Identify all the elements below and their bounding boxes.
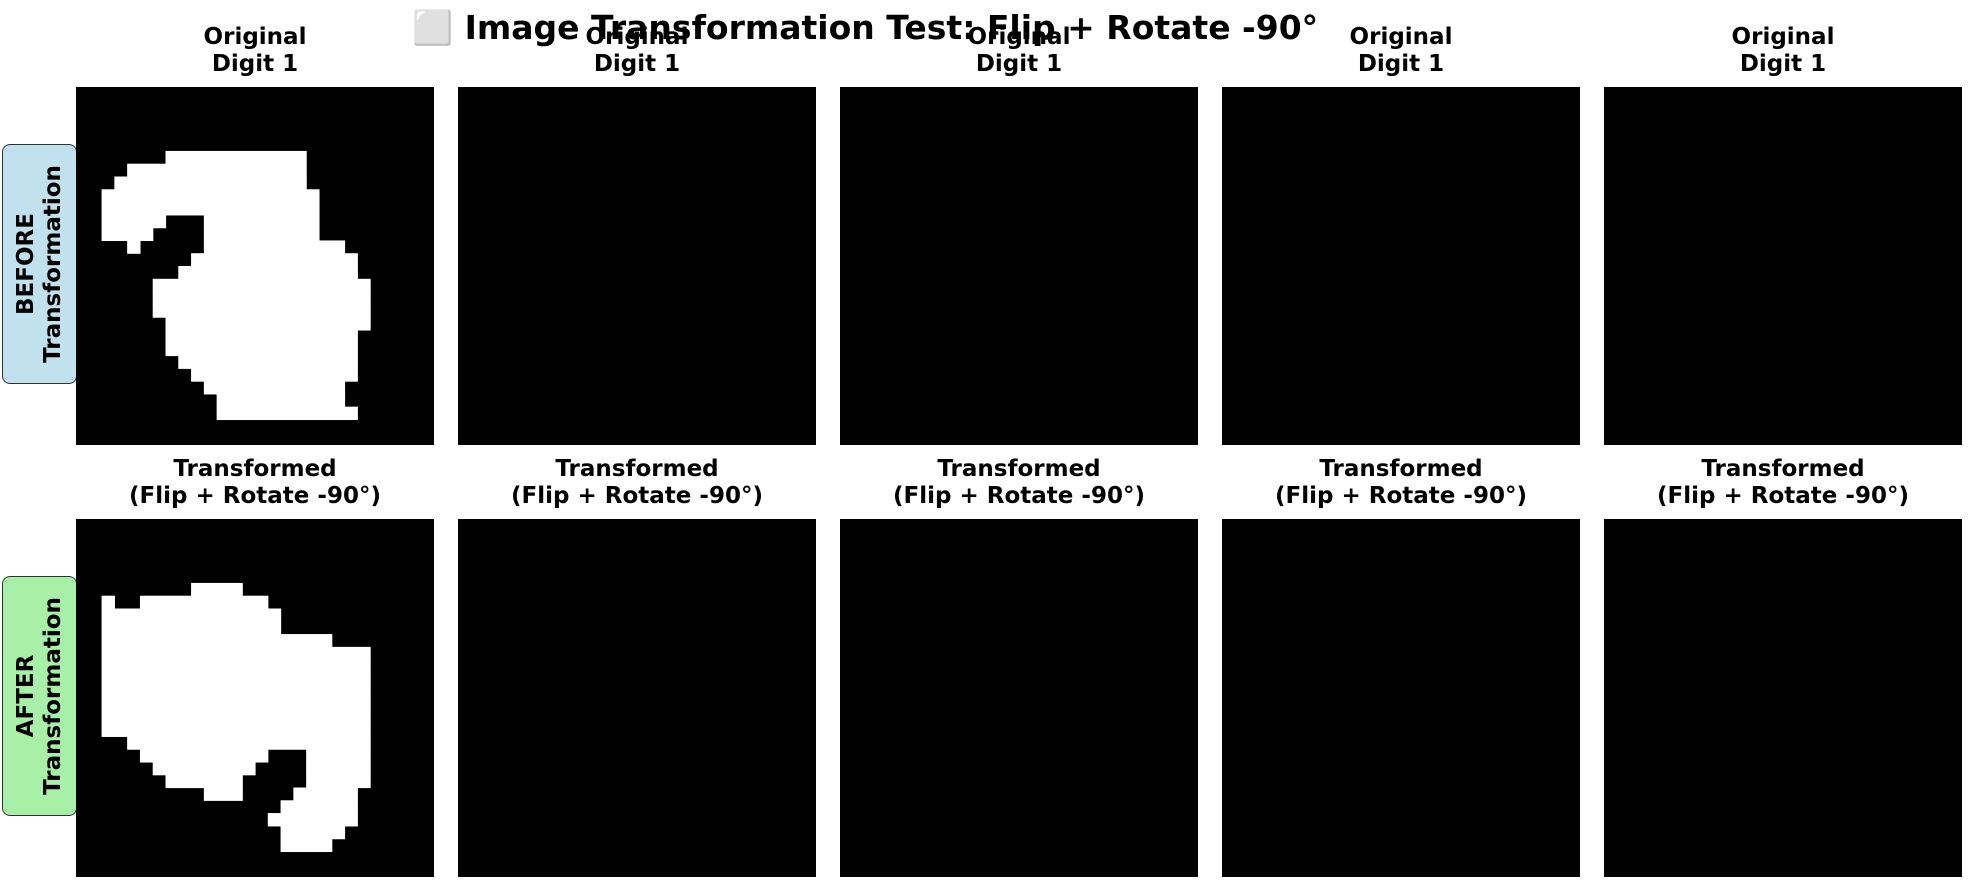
original-digit-image xyxy=(458,87,816,445)
row-label-line2: Transformation xyxy=(39,597,66,795)
original-caption: Original Digit 1 xyxy=(869,24,1169,78)
transformed-digit-image xyxy=(1222,519,1580,877)
row-label-before: BEFORE Transformation xyxy=(2,144,77,384)
caption-line2: (Flip + Rotate -90°) xyxy=(1657,483,1909,509)
digit-pixels xyxy=(1222,87,1580,445)
digit-pixels xyxy=(840,519,1198,877)
original-caption: Original Digit 1 xyxy=(1633,24,1933,78)
digit-pixels xyxy=(1604,87,1962,445)
caption-line1: Original xyxy=(585,24,689,50)
original-digit-image xyxy=(76,87,434,445)
caption-line2: Digit 1 xyxy=(975,51,1063,77)
digit-pixels xyxy=(1604,519,1962,877)
transformed-caption: Transformed (Flip + Rotate -90°) xyxy=(105,456,405,510)
original-caption: Original Digit 1 xyxy=(105,24,405,78)
caption-line1: Transformed xyxy=(173,456,337,482)
original-caption: Original Digit 1 xyxy=(487,24,787,78)
caption-line1: Transformed xyxy=(555,456,719,482)
caption-line1: Transformed xyxy=(1701,456,1865,482)
caption-line1: Original xyxy=(1349,24,1453,50)
caption-line1: Original xyxy=(967,24,1071,50)
row-label-after: AFTER Transformation xyxy=(2,576,77,816)
transformed-caption: Transformed (Flip + Rotate -90°) xyxy=(1633,456,1933,510)
original-caption: Original Digit 1 xyxy=(1251,24,1551,78)
caption-line2: (Flip + Rotate -90°) xyxy=(129,483,381,509)
caption-line2: Digit 1 xyxy=(593,51,681,77)
digit-pixels xyxy=(76,519,434,877)
caption-line2: (Flip + Rotate -90°) xyxy=(1275,483,1527,509)
caption-line2: Digit 1 xyxy=(211,51,299,77)
row-label-line1: AFTER xyxy=(12,654,39,738)
transformed-digit-image xyxy=(1604,519,1962,877)
row-label-line2: Transformation xyxy=(39,165,66,363)
digit-pixels xyxy=(458,87,816,445)
transformed-digit-image xyxy=(76,519,434,877)
caption-line2: Digit 1 xyxy=(1357,51,1445,77)
caption-line1: Original xyxy=(203,24,307,50)
row-label-line1: BEFORE xyxy=(12,213,39,315)
transformed-caption: Transformed (Flip + Rotate -90°) xyxy=(1251,456,1551,510)
caption-line1: Original xyxy=(1731,24,1835,50)
original-digit-image xyxy=(1604,87,1962,445)
caption-line1: Transformed xyxy=(937,456,1101,482)
digit-pixels xyxy=(1222,519,1580,877)
transformed-digit-image xyxy=(458,519,816,877)
caption-line2: Digit 1 xyxy=(1739,51,1827,77)
original-digit-image xyxy=(1222,87,1580,445)
digit-pixels xyxy=(840,87,1198,445)
digit-pixels xyxy=(458,519,816,877)
caption-line2: (Flip + Rotate -90°) xyxy=(893,483,1145,509)
caption-line1: Transformed xyxy=(1319,456,1483,482)
transformed-digit-image xyxy=(840,519,1198,877)
transformed-caption: Transformed (Flip + Rotate -90°) xyxy=(487,456,787,510)
original-digit-image xyxy=(840,87,1198,445)
figure-title: ⬜ Image Transformation Test: Flip + Rota… xyxy=(412,8,1319,47)
caption-line2: (Flip + Rotate -90°) xyxy=(511,483,763,509)
transformed-caption: Transformed (Flip + Rotate -90°) xyxy=(869,456,1169,510)
digit-pixels xyxy=(76,87,434,445)
